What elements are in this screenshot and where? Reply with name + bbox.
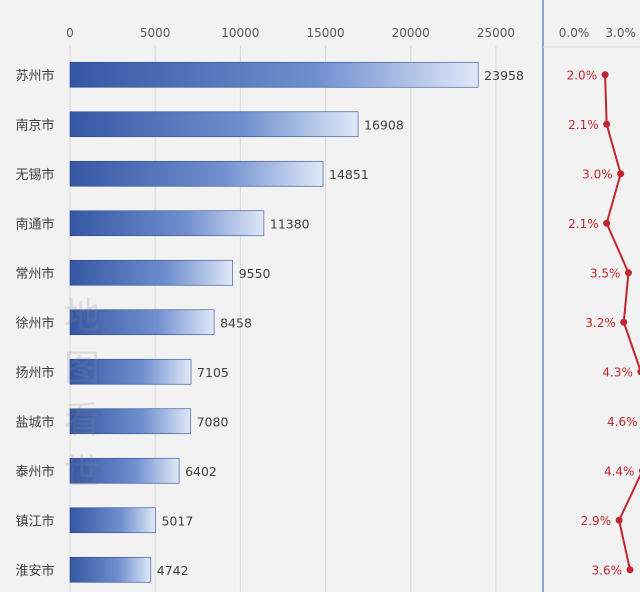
bar-panel: 0 5000 10000 15000 20000 25000 苏州市 23958 南京市 1690… [15, 26, 524, 592]
bar-category-label: 常州市 [15, 266, 54, 282]
bar-x-tick-label: 15000 [306, 26, 344, 40]
bar-value-label: 8458 [220, 315, 252, 330]
bar [69, 408, 191, 435]
bar [69, 61, 479, 88]
line-panel: 0.0% 3.0% 2.0% 2.1% 3.0% 2.1% 3.5% 3.2% 4.3% 4.6%… [542, 0, 640, 592]
bar-x-tick-label: 5000 [140, 26, 171, 40]
bar-category-label: 无锡市 [15, 167, 54, 183]
line-point [615, 516, 623, 524]
line-data-label: 4.3% [602, 365, 633, 379]
bar-category-label: 泰州市 [15, 464, 54, 480]
line-point [624, 269, 632, 277]
bar-value-label: 7080 [197, 414, 229, 429]
bar [69, 556, 152, 583]
bar-x-tick-label: 10000 [221, 26, 259, 40]
line-data-label: 3.5% [590, 266, 621, 280]
watermark-char: 图 [64, 348, 100, 389]
line-point [601, 71, 609, 79]
bar-value-label: 23958 [484, 68, 524, 83]
bar [69, 160, 324, 187]
line-point [603, 219, 611, 227]
watermark-char: 地 [64, 296, 100, 337]
bar-category-label: 扬州市 [15, 365, 54, 381]
bar-value-label: 4742 [157, 563, 189, 578]
bar-value-label: 7105 [197, 365, 229, 380]
line-data-label: 2.9% [581, 514, 612, 528]
bar-x-tick-label: 20000 [392, 26, 430, 40]
bar [69, 507, 156, 534]
line-data-label: 4.4% [604, 464, 635, 478]
bar-value-label: 6402 [185, 464, 217, 479]
bar-x-tick-label: 25000 [477, 26, 515, 40]
bar [69, 259, 234, 286]
bar-value-label: 5017 [161, 513, 193, 528]
bar-category-label: 盐城市 [15, 414, 54, 430]
bar-value-label: 16908 [364, 117, 404, 132]
line-point [626, 566, 634, 574]
watermark-char: 世 [64, 452, 100, 493]
bar-category-label: 苏州市 [15, 68, 54, 84]
line-point [620, 318, 628, 326]
line-point [637, 368, 640, 376]
bar-category-label: 镇江市 [15, 513, 54, 529]
line-point [617, 170, 625, 178]
bar-value-label: 9550 [239, 266, 271, 281]
bar-x-tick-label: 0 [66, 26, 74, 40]
bar-value-label: 11380 [270, 216, 310, 231]
line-point [603, 120, 611, 128]
bar [69, 111, 359, 138]
bar-category-label: 徐州市 [15, 315, 54, 331]
line-data-label: 3.6% [592, 563, 623, 577]
bar-category-label: 南京市 [15, 117, 54, 133]
bar [69, 457, 180, 484]
bar-value-label: 14851 [329, 167, 369, 182]
line-data-label: 2.1% [568, 217, 599, 231]
bar [69, 358, 192, 385]
line-data-label: 4.6% [607, 415, 638, 429]
line-data-label: 2.1% [568, 118, 599, 132]
line-data-label: 3.0% [582, 167, 613, 181]
watermark-char: 看 [64, 400, 100, 441]
line-x-tick-label: 0.0% [559, 26, 590, 40]
bar [69, 309, 215, 336]
bar [69, 210, 265, 237]
line-x-tick-label: 3.0% [605, 26, 636, 40]
bar-category-label: 南通市 [15, 216, 54, 232]
line-data-label: 3.2% [585, 316, 616, 330]
bar-category-label: 淮安市 [15, 563, 54, 579]
line-data-label: 2.0% [567, 68, 598, 82]
